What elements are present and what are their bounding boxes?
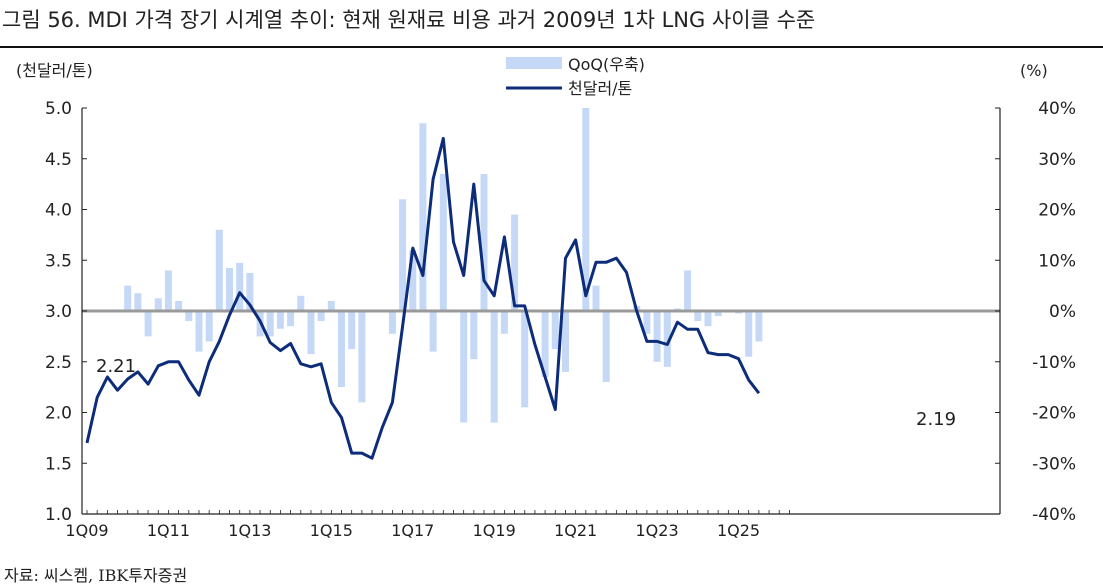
qoq-bar bbox=[327, 300, 335, 311]
qoq-bar bbox=[226, 267, 233, 311]
qoq-bar bbox=[745, 311, 753, 357]
qoq-bar bbox=[246, 272, 254, 311]
qoq-bar bbox=[266, 311, 274, 337]
right-tick-label: 40% bbox=[1038, 99, 1076, 119]
price-line bbox=[85, 136, 761, 460]
qoq-bar bbox=[175, 300, 183, 311]
qoq-bar bbox=[215, 229, 223, 311]
qoq-bar bbox=[511, 214, 519, 311]
qoq-bar bbox=[307, 311, 315, 355]
annotation-end-value: 2.19 bbox=[916, 409, 956, 430]
qoq-bar bbox=[470, 311, 478, 360]
qoq-bar bbox=[164, 270, 172, 311]
qoq-bar bbox=[480, 174, 488, 311]
qoq-bar bbox=[358, 311, 366, 403]
qoq-bar bbox=[592, 285, 600, 311]
qoq-bar bbox=[144, 311, 152, 337]
qoq-bar bbox=[663, 311, 671, 367]
qoq-bar bbox=[429, 311, 437, 352]
qoq-bar bbox=[490, 311, 498, 423]
left-tick-label: 1.0 bbox=[45, 505, 72, 525]
left-tick-label: 2.0 bbox=[45, 404, 72, 424]
right-tick-label: -20% bbox=[1032, 404, 1076, 424]
qoq-bar bbox=[602, 311, 610, 382]
right-tick-label: -40% bbox=[1032, 505, 1076, 525]
right-axis-unit: (%) bbox=[1020, 61, 1048, 80]
right-tick-label: 0% bbox=[1049, 302, 1076, 322]
qoq-bar bbox=[134, 293, 142, 311]
x-tick-label: 1Q23 bbox=[636, 521, 679, 540]
qoq-bar bbox=[551, 311, 559, 350]
qoq-bar bbox=[185, 311, 193, 322]
qoq-bar bbox=[297, 295, 305, 311]
qoq-bar bbox=[460, 311, 468, 423]
left-tick-label: 2.5 bbox=[45, 353, 72, 373]
qoq-bar bbox=[388, 311, 396, 334]
qoq-bar bbox=[348, 311, 356, 350]
qoq-bar bbox=[276, 311, 284, 329]
source-note: 자료: 씨스켐, IBK투자증권 bbox=[4, 566, 188, 585]
qoq-bar bbox=[562, 311, 569, 372]
qoq-bars bbox=[124, 108, 763, 423]
qoq-bar bbox=[236, 262, 244, 311]
x-tick-label: 1Q17 bbox=[391, 521, 434, 540]
qoq-bar bbox=[287, 311, 295, 327]
right-tick-label: 30% bbox=[1038, 150, 1076, 170]
qoq-bar bbox=[755, 311, 763, 342]
qoq-bar bbox=[205, 311, 213, 342]
qoq-bar bbox=[582, 108, 590, 311]
legend-bar-label: QoQ(우축) bbox=[568, 55, 645, 74]
qoq-bar bbox=[419, 123, 427, 311]
chart-labels: 1.0 1.5 2.0 2.5 3.0 3.5 4.0 4.5 5.0 -40% -30% -20% -… bbox=[16, 61, 1076, 540]
right-tick-label: -10% bbox=[1032, 353, 1076, 373]
left-tick-label: 3.5 bbox=[45, 251, 72, 271]
axes bbox=[81, 107, 1001, 515]
left-axis-unit: (천달러/톤) bbox=[16, 61, 93, 80]
qoq-bar bbox=[684, 270, 692, 311]
qoq-bar bbox=[653, 311, 661, 362]
left-tick-label: 3.0 bbox=[45, 302, 72, 322]
legend-line-label: 천달러/톤 bbox=[568, 79, 632, 98]
legend: QoQ(우축) 천달러/톤 bbox=[506, 55, 645, 98]
x-tick-label: 1Q25 bbox=[717, 521, 760, 540]
qoq-bar bbox=[399, 199, 407, 311]
x-tick-label: 1Q21 bbox=[554, 521, 597, 540]
price-line-layer bbox=[85, 136, 761, 460]
right-tick-label: 20% bbox=[1038, 201, 1076, 221]
qoq-bar bbox=[154, 298, 162, 311]
qoq-bar bbox=[521, 311, 529, 408]
x-tick-label: 1Q15 bbox=[310, 521, 353, 540]
x-tick-label: 1Q09 bbox=[65, 521, 108, 540]
qoq-bar bbox=[317, 311, 325, 322]
qoq-bar bbox=[541, 311, 549, 377]
left-tick-label: 4.5 bbox=[45, 150, 72, 170]
qoq-bar bbox=[439, 174, 447, 311]
qoq-bar bbox=[643, 311, 651, 334]
qoq-bar bbox=[195, 311, 203, 352]
legend-bar-swatch bbox=[506, 57, 562, 69]
x-tick-label: 1Q19 bbox=[473, 521, 516, 540]
qoq-bar bbox=[714, 311, 722, 317]
qoq-bar bbox=[338, 311, 345, 388]
qoq-bar bbox=[409, 250, 417, 311]
title-underline bbox=[0, 46, 1103, 48]
left-tick-label: 4.0 bbox=[45, 201, 72, 221]
annotation-start-value: 2.21 bbox=[96, 356, 136, 377]
right-tick-label: 10% bbox=[1038, 251, 1076, 271]
x-tick-label: 1Q13 bbox=[228, 521, 271, 540]
right-tick-label: -30% bbox=[1032, 454, 1076, 474]
qoq-bar bbox=[704, 311, 712, 327]
x-tick-label: 1Q11 bbox=[147, 521, 190, 540]
qoq-bar bbox=[694, 311, 702, 322]
qoq-bar bbox=[124, 285, 132, 311]
left-tick-label: 5.0 bbox=[45, 99, 72, 119]
chart-title: 그림 56. MDI 가격 장기 시계열 추이: 현재 원재료 비용 과거 20… bbox=[2, 8, 816, 32]
qoq-bar bbox=[500, 311, 508, 334]
left-tick-label: 1.5 bbox=[45, 454, 72, 474]
